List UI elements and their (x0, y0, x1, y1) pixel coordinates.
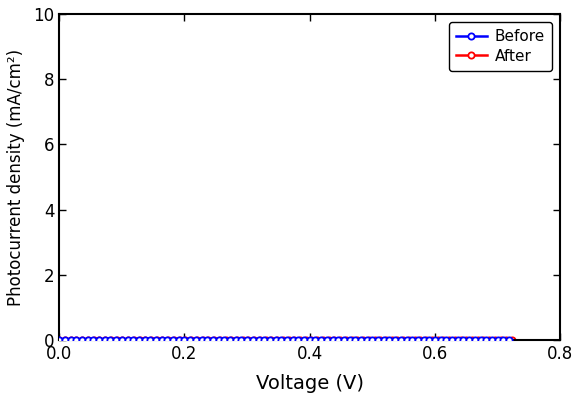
Before (506, 338, 513, 342)
Before (346, 338, 353, 342)
After (457, 338, 464, 342)
After (365, 338, 372, 342)
Before (329, 338, 336, 342)
Legend: Before, After: Before, After (448, 22, 552, 72)
After (256, 338, 263, 342)
After (325, 338, 332, 342)
After (331, 338, 338, 342)
Before (363, 338, 370, 342)
Line: After: After (56, 337, 515, 343)
Before (323, 338, 330, 342)
Before (454, 338, 461, 342)
Line: Before: Before (56, 337, 512, 343)
Before (56, 338, 63, 342)
Y-axis label: Photocurrent density (mA/cm²): Photocurrent density (mA/cm²) (7, 48, 25, 306)
After (56, 338, 63, 342)
After (509, 338, 516, 342)
After (348, 338, 355, 342)
X-axis label: Voltage (V): Voltage (V) (256, 374, 364, 393)
Before (255, 338, 262, 342)
